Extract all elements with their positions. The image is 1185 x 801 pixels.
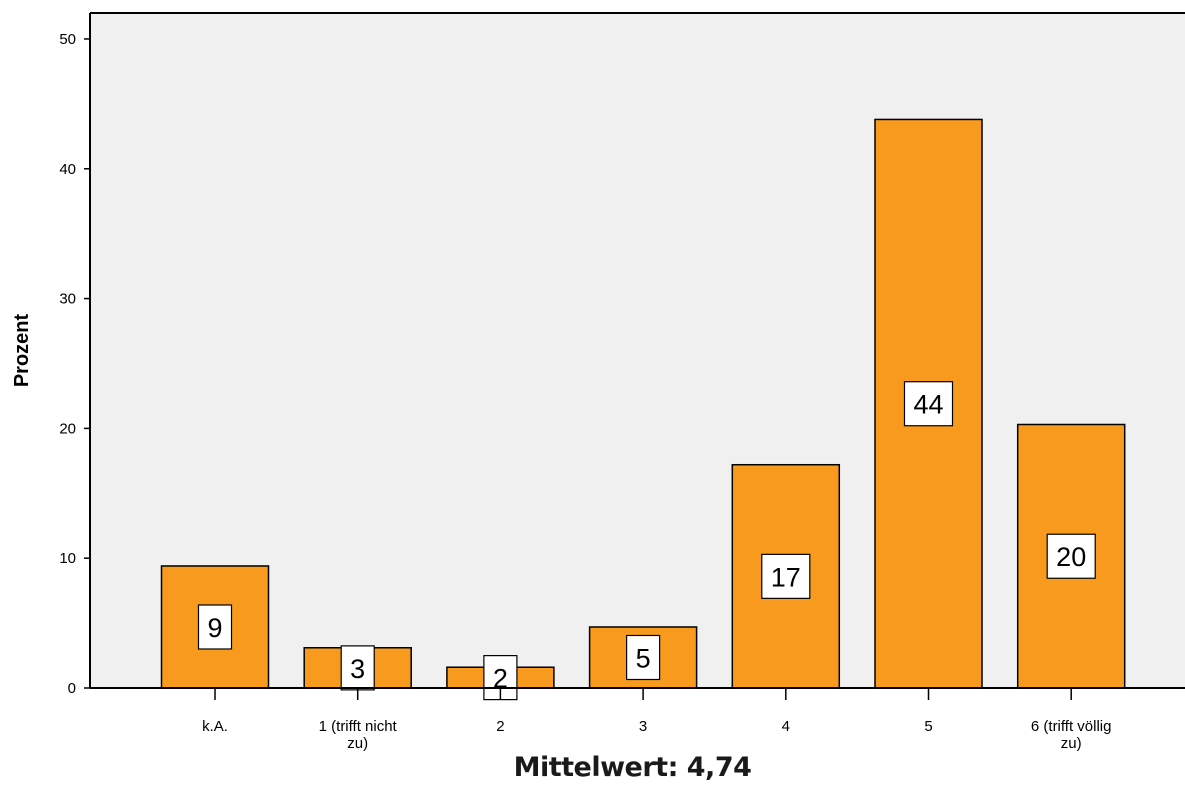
data-label-box (197, 604, 233, 650)
x-tick-label: 3 (639, 718, 647, 735)
data-label: 5 (636, 643, 651, 673)
x-tick-label-line: 3 (639, 718, 647, 735)
x-tick-label-line: 6 (trifft völlig (1031, 718, 1112, 735)
x-tick-label-line: 2 (496, 718, 504, 735)
data-label-box (340, 645, 375, 691)
y-tick-label: 30 (59, 291, 76, 308)
x-tick-label: 4 (782, 718, 790, 735)
y-tick-label: 0 (68, 680, 76, 697)
y-tick-label: 10 (59, 550, 76, 567)
y-tick-label: 50 (59, 31, 76, 48)
x-tick-label: 6 (trifft völlig zu) (1031, 718, 1112, 752)
data-label-box (625, 634, 661, 681)
x-tick-label: 2 (496, 718, 504, 735)
data-label: 9 (207, 613, 222, 643)
x-tick-label: 1 (trifft nicht zu) (319, 718, 398, 752)
data-label-box (1046, 533, 1096, 579)
data-label: 2 (493, 664, 508, 694)
x-tick-label-line: 1 (trifft nicht (319, 718, 398, 735)
data-label-box (761, 553, 811, 599)
bars-group: 9 3 2 5 17 44 20 (160, 118, 1126, 701)
x-tick-label-line: zu) (347, 735, 368, 752)
y-tick-label: 40 (59, 161, 76, 178)
data-label: 44 (913, 390, 943, 420)
data-label-box (903, 381, 954, 427)
y-tick-label: 20 (59, 420, 76, 437)
data-label: 17 (771, 562, 801, 592)
x-tick-label-line: zu) (1061, 735, 1082, 752)
x-tick-label-line: 4 (782, 718, 790, 735)
data-label: 20 (1056, 542, 1086, 572)
y-axis-label: Prozent (11, 313, 33, 387)
mean-value-text: Mittelwert: 4,74 (513, 752, 752, 783)
x-tick-label: 5 (924, 718, 932, 735)
mean-footer: Mittelwert: 4,74 (0, 752, 1185, 783)
x-tick-label-line: 5 (924, 718, 932, 735)
x-tick-label: k.A. (202, 718, 228, 735)
plot-area (90, 13, 1185, 688)
data-label: 3 (350, 654, 365, 684)
x-tick-label-line: k.A. (202, 718, 228, 735)
